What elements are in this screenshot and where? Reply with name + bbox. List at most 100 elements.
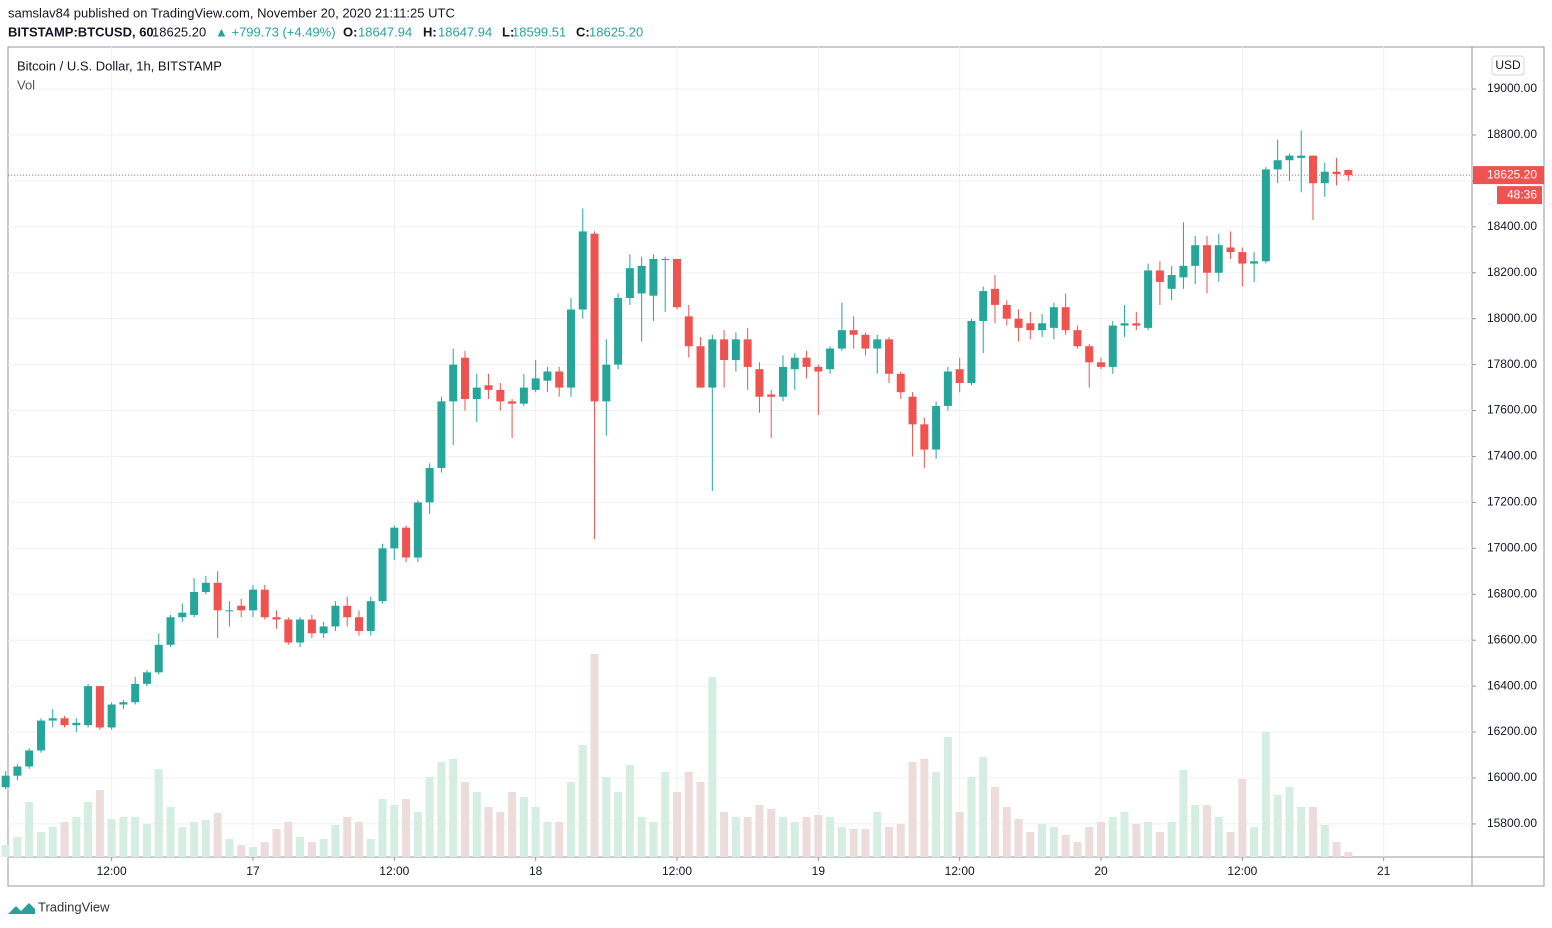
candle-body	[1202, 245, 1212, 273]
candle-body	[1191, 245, 1200, 266]
volume-bar	[920, 759, 929, 857]
candle-body	[107, 704, 116, 728]
volume-bar	[1191, 805, 1200, 857]
volume-bar	[284, 822, 293, 857]
volume-bar	[225, 839, 234, 857]
legend-title: Bitcoin / U.S. Dollar, 1h, BITSTAMP	[17, 58, 222, 73]
volume-bar	[1285, 787, 1294, 857]
currency-badge[interactable]	[1491, 55, 1525, 76]
y-tick-label: 18200.00	[1487, 265, 1537, 279]
volume-bar	[472, 792, 481, 857]
candle-body	[460, 357, 469, 400]
candle-body	[484, 385, 493, 390]
candle-body	[425, 467, 434, 503]
volume-bar	[649, 822, 658, 857]
candle-body	[248, 589, 257, 611]
volume-bar	[1061, 835, 1070, 857]
y-tick-label: 18800.00	[1487, 127, 1537, 141]
volume-bar	[661, 772, 670, 857]
candle-body	[578, 231, 587, 310]
volume-bar	[519, 797, 528, 857]
candle-body	[1085, 346, 1094, 363]
y-tick-label: 17000.00	[1487, 541, 1537, 555]
volume-bar	[201, 820, 210, 857]
candle-body	[1038, 323, 1047, 331]
axes: 15800.00 16000.00 16200.00 16400.00 16600.00…	[97, 81, 1544, 878]
x-tick-label: 12:00	[97, 864, 127, 878]
volume-bar	[402, 799, 411, 857]
candle-body	[437, 401, 446, 468]
header: samslav84 published on TradingView.com, …	[8, 5, 643, 39]
legend-vol: Vol	[17, 77, 35, 92]
candle-body	[284, 619, 293, 643]
x-tick-label: 12:00	[379, 864, 409, 878]
y-tick-label: 17400.00	[1487, 449, 1537, 463]
candle-body	[625, 268, 634, 299]
x-tick-label: 12:00	[662, 864, 692, 878]
volume-bar	[190, 822, 199, 857]
candle-body	[790, 357, 799, 370]
volume-bar	[307, 842, 316, 857]
volume-bar	[955, 812, 964, 857]
volume-bar	[166, 807, 175, 857]
candle-body	[1226, 247, 1235, 253]
candle-body	[331, 605, 340, 627]
volume-bar	[366, 839, 375, 857]
candle-body	[319, 626, 328, 634]
y-tick-label: 18000.00	[1487, 311, 1537, 325]
candle-body	[990, 288, 999, 305]
candle-body	[225, 610, 234, 612]
candle-body	[979, 291, 988, 321]
volume-bar	[696, 782, 705, 857]
candle-body	[1308, 155, 1318, 184]
volume-bar	[566, 782, 575, 857]
volume-bar	[343, 817, 352, 857]
h-label: H:	[423, 24, 437, 39]
candle-body	[920, 424, 929, 450]
x-tick-label: 18	[529, 864, 543, 878]
candle-body	[708, 339, 717, 388]
candle-body	[967, 320, 976, 383]
candle-body	[555, 371, 564, 388]
candle-body	[602, 364, 611, 402]
volume-bar	[1120, 812, 1129, 857]
volume-bar	[237, 845, 246, 857]
volume-bar	[778, 817, 787, 857]
volume-bar	[837, 827, 846, 857]
candle-body	[767, 394, 776, 397]
x-tick-label: 12:00	[945, 864, 975, 878]
candle-body	[873, 339, 882, 349]
volume-bar	[790, 822, 799, 857]
volume-bar	[531, 807, 540, 857]
volume-bar	[1038, 824, 1047, 857]
currency[interactable]: USD	[1495, 58, 1521, 72]
volume-bar	[1073, 842, 1082, 857]
volume-bar	[578, 745, 587, 857]
logo-icon	[8, 903, 35, 914]
volume-bar	[213, 813, 222, 857]
volume-bar	[802, 817, 811, 857]
volume-bar	[13, 837, 22, 857]
candle-body	[343, 605, 352, 618]
candle-body	[896, 373, 905, 393]
volume-bar	[1167, 822, 1176, 857]
y-tick-label: 17200.00	[1487, 495, 1537, 509]
candle-body	[72, 722, 81, 726]
candle-body	[1238, 252, 1247, 264]
volume-bar	[1144, 822, 1153, 857]
volume-bar	[1320, 825, 1329, 857]
change: ▲ +799.73 (+4.49%)	[215, 24, 336, 39]
candle-body	[449, 364, 458, 402]
candle-body	[849, 330, 858, 335]
y-tick-label: 17600.00	[1487, 403, 1537, 417]
volume-bar	[84, 802, 93, 857]
candle-body	[307, 619, 316, 634]
candle-body	[48, 718, 57, 721]
volume-bar	[354, 822, 363, 857]
symbol: BITSTAMP:BTCUSD, 60	[8, 24, 154, 39]
grid	[8, 47, 1472, 857]
x-tick-label: 20	[1094, 864, 1108, 878]
volume-bar	[602, 777, 611, 857]
volume-bar	[260, 842, 269, 857]
volume-bar	[425, 777, 434, 857]
